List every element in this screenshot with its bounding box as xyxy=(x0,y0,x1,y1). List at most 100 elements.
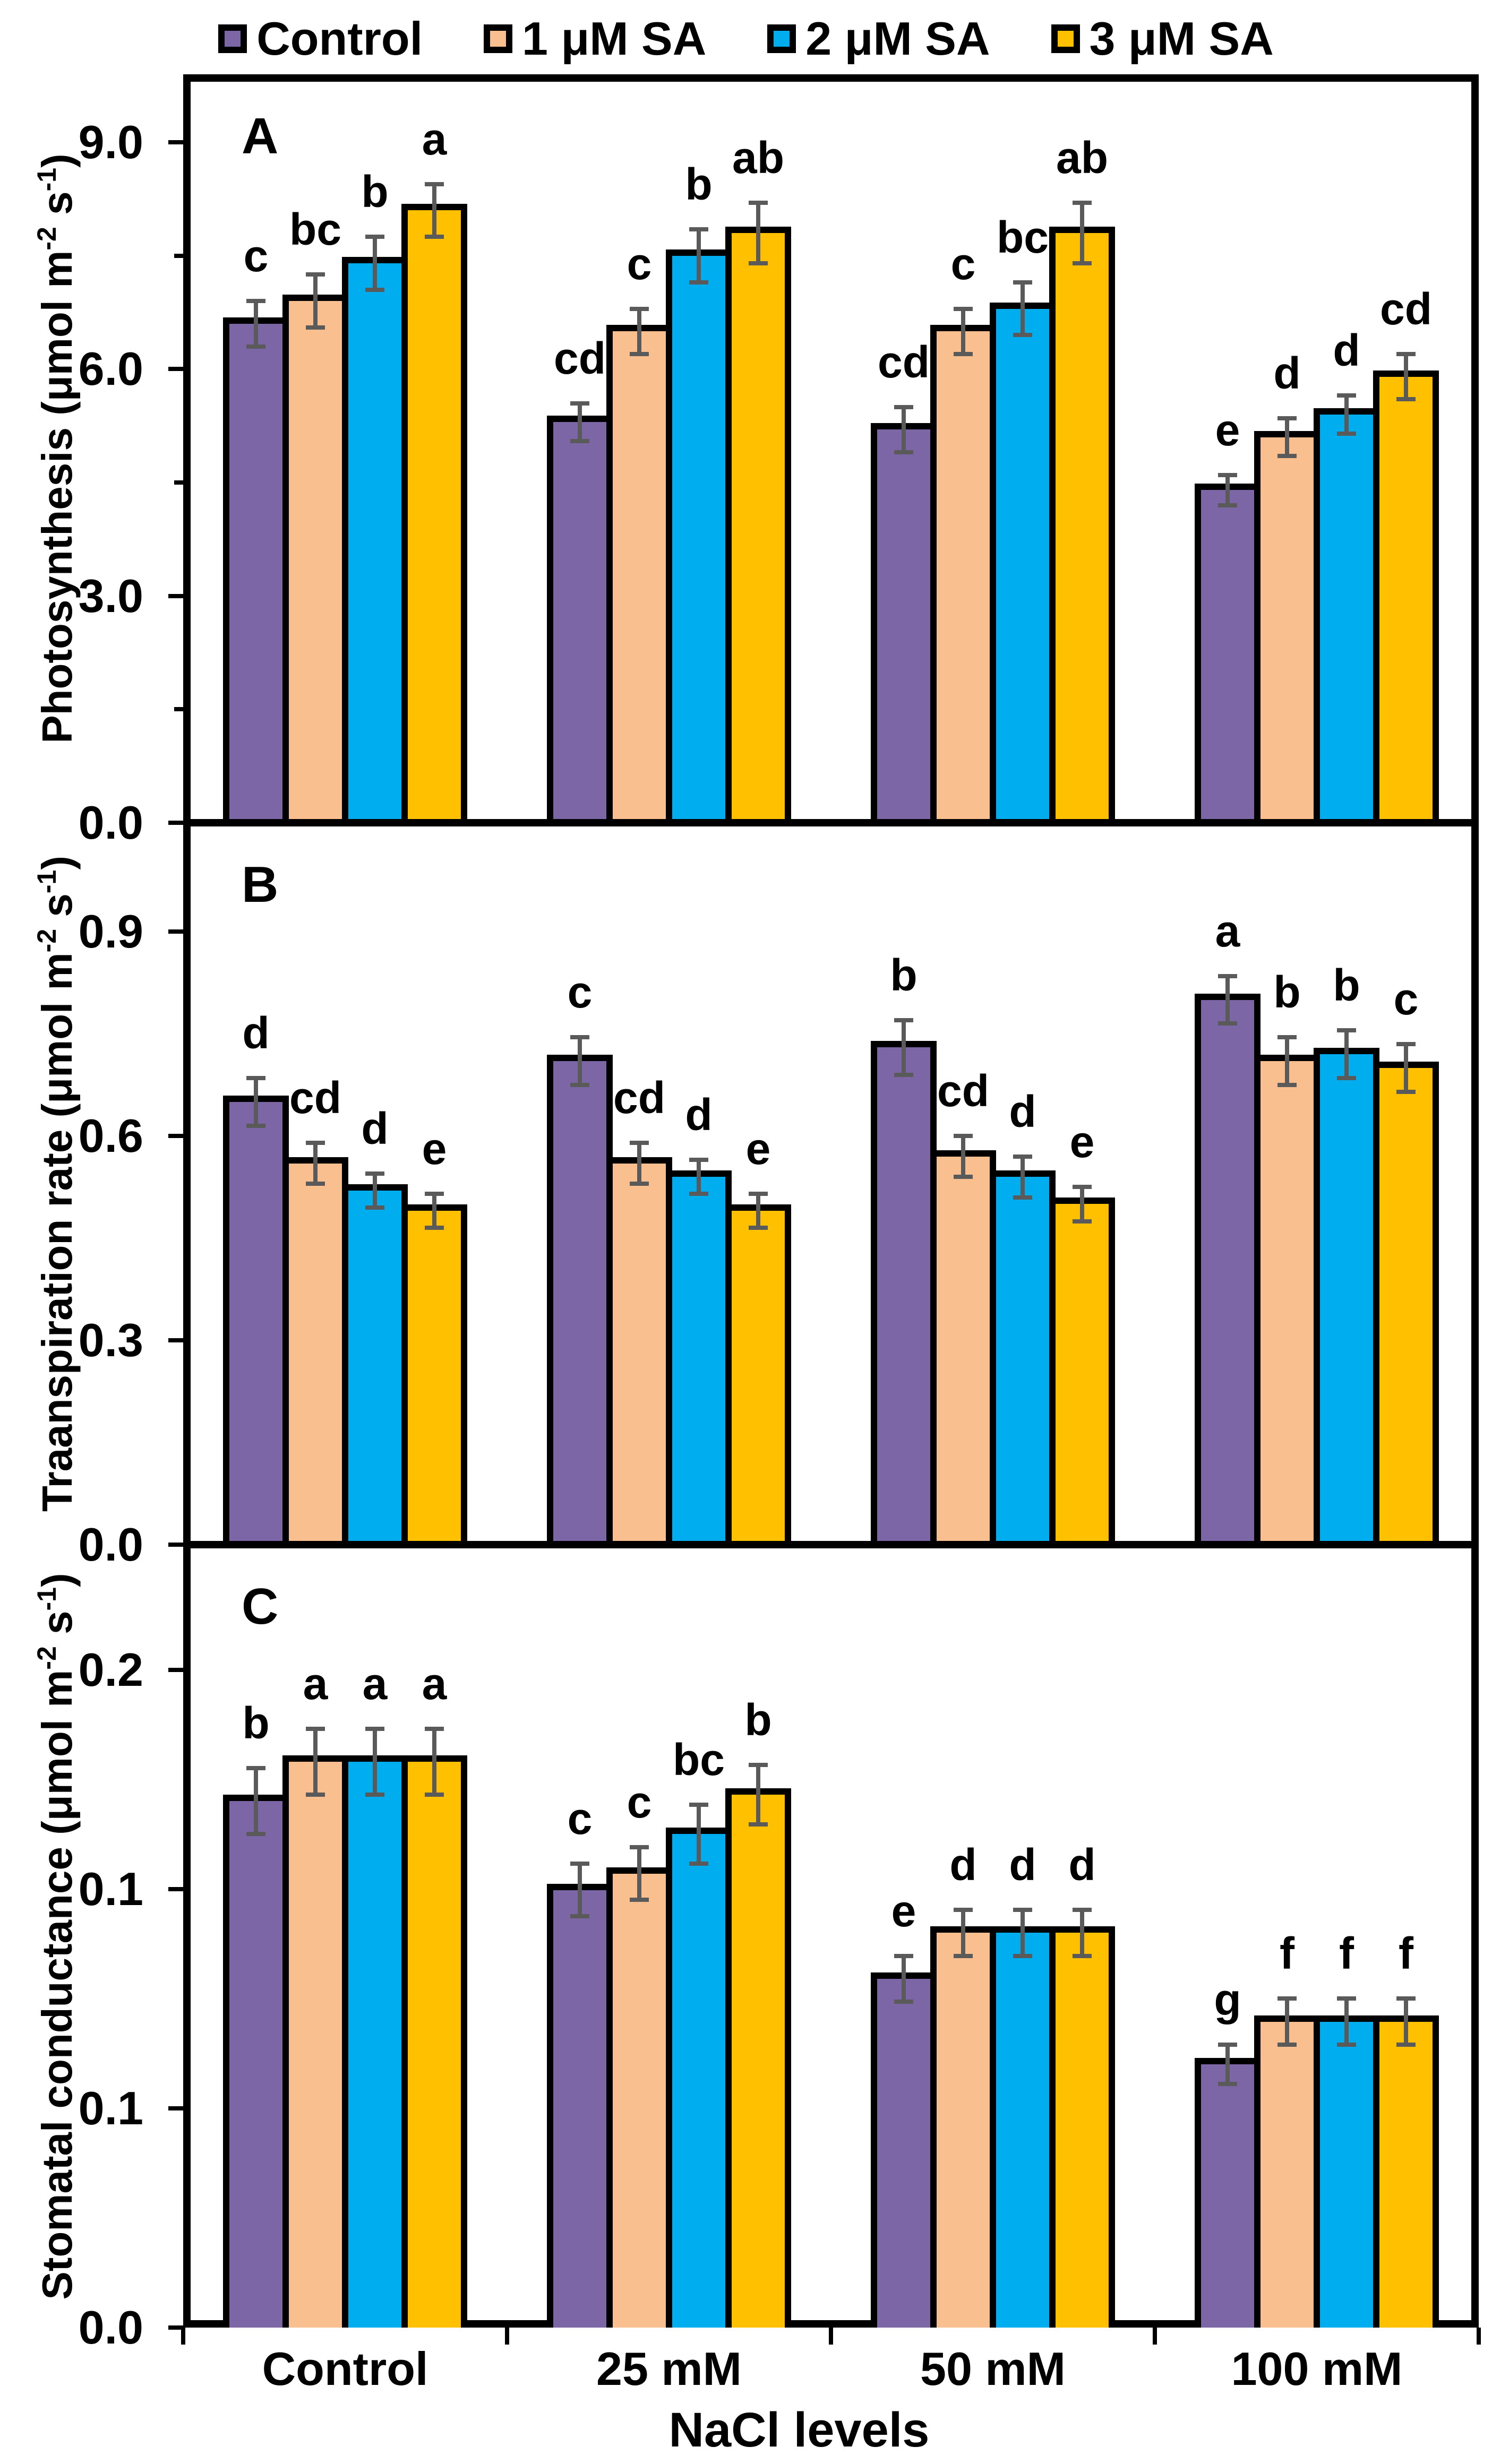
error-bar-cap xyxy=(894,404,913,409)
sig-letter: a xyxy=(303,1659,328,1709)
error-bar-cap xyxy=(630,306,649,311)
error-bar-cap xyxy=(306,1793,325,1797)
error-bar-cap xyxy=(365,235,384,239)
sig-letter: e xyxy=(1069,1117,1095,1167)
x-category-label: Control xyxy=(262,2342,428,2395)
bar xyxy=(289,1762,342,2328)
error-bar xyxy=(1404,1998,1408,2045)
error-bar-cap xyxy=(1073,1907,1092,1912)
error-bar-cap xyxy=(1396,2043,1416,2047)
legend-item-1um-sa: 1 μM SA xyxy=(484,12,706,66)
sig-letter: e xyxy=(745,1124,771,1174)
y-axis-title-text: Stomatal conductance (μmol m xyxy=(33,1669,81,2300)
x-tick xyxy=(181,2328,185,2345)
error-bar-cap xyxy=(1073,1219,1092,1224)
error-bar-cap xyxy=(689,227,708,231)
error-bar xyxy=(1344,395,1349,434)
y-tick-label: 0.0 xyxy=(78,1518,143,1571)
error-bar-cap xyxy=(630,1141,649,1145)
error-bar xyxy=(961,308,965,354)
error-bar-cap xyxy=(1218,472,1237,477)
error-bar-cap xyxy=(689,1862,708,1866)
y-tick-label: 6.0 xyxy=(78,342,143,395)
error-bar xyxy=(697,229,701,282)
sig-letter: e xyxy=(422,1124,447,1174)
sig-letter: g xyxy=(1214,1975,1241,2025)
error-bar xyxy=(1021,282,1025,335)
bar xyxy=(553,422,606,823)
error-bar-cap xyxy=(1337,431,1356,436)
error-bar xyxy=(697,1804,701,1864)
sig-letter: d xyxy=(361,1103,389,1153)
error-bar-cap xyxy=(1013,1154,1032,1159)
legend-item-3um-sa: 3 μM SA xyxy=(1051,12,1274,66)
error-bar-cap xyxy=(1396,351,1416,356)
error-bar xyxy=(1080,203,1084,264)
error-bar-cap xyxy=(306,1182,325,1186)
bar xyxy=(408,1211,461,1545)
error-bar-cap xyxy=(365,1205,384,1210)
error-bar-cap xyxy=(365,287,384,292)
y-tick xyxy=(168,2106,183,2110)
bar xyxy=(996,1933,1049,2328)
bar xyxy=(348,1190,401,1545)
bar xyxy=(408,210,461,823)
bar xyxy=(553,1890,606,2328)
error-bar-cap xyxy=(1218,1021,1237,1026)
error-bar-cap xyxy=(1013,1953,1032,1958)
x-tick xyxy=(505,2328,509,2345)
bar xyxy=(672,1834,725,2328)
y-tick xyxy=(168,140,183,145)
error-bar-cap xyxy=(365,1793,384,1797)
error-bar-cap xyxy=(1218,2043,1237,2047)
sig-letter: b xyxy=(1333,960,1360,1011)
error-bar xyxy=(373,1173,377,1208)
sig-letter: d xyxy=(949,1839,977,1890)
x-category-label: 100 mM xyxy=(1231,2342,1403,2395)
bar xyxy=(229,324,282,823)
legend: Control 1 μM SA 2 μM SA 3 μM SA xyxy=(0,0,1492,77)
x-tick xyxy=(1153,2328,1157,2345)
error-bar xyxy=(1225,475,1230,505)
legend-swatch-2um-sa xyxy=(767,24,796,53)
error-bar-cap xyxy=(894,450,913,455)
error-bar xyxy=(637,1143,641,1184)
y-tick xyxy=(168,367,183,372)
sig-letter: bc xyxy=(289,204,342,255)
error-bar-cap xyxy=(954,351,973,356)
legend-swatch-control xyxy=(218,24,247,53)
panel-label: A xyxy=(242,108,279,165)
error-bar-cap xyxy=(570,401,589,406)
bar xyxy=(1201,2064,1254,2328)
error-bar-cap xyxy=(1013,333,1032,338)
error-bar-cap xyxy=(1396,397,1416,402)
legend-label-1um-sa: 1 μM SA xyxy=(522,12,707,65)
error-bar-cap xyxy=(689,280,708,285)
bar xyxy=(1056,233,1109,823)
error-bar-cap xyxy=(365,1727,384,1731)
error-bar-cap xyxy=(689,1802,708,1807)
bar xyxy=(613,1163,666,1545)
bar xyxy=(1261,1061,1314,1545)
sig-letter: e xyxy=(891,1885,916,1936)
bar xyxy=(996,1177,1049,1545)
sig-letter: ab xyxy=(732,133,785,183)
sig-letter: c xyxy=(567,1794,593,1844)
error-bar xyxy=(1225,976,1230,1024)
bar xyxy=(1056,1204,1109,1545)
error-bar xyxy=(961,1136,965,1177)
bar xyxy=(1261,437,1314,823)
bar xyxy=(348,1762,401,2328)
error-bar-cap xyxy=(894,1018,913,1023)
bar xyxy=(877,429,930,823)
sig-letter: e xyxy=(1215,404,1240,455)
error-bar-cap xyxy=(365,1171,384,1176)
legend-label-2um-sa: 2 μM SA xyxy=(805,12,990,65)
sig-letter: ab xyxy=(1056,133,1109,183)
bar xyxy=(672,1177,725,1545)
sig-letter: d xyxy=(1273,348,1301,399)
error-bar-cap xyxy=(425,1727,444,1731)
error-bar xyxy=(578,1864,582,1917)
sig-letter: f xyxy=(1399,1928,1413,1979)
error-bar xyxy=(578,1037,582,1085)
